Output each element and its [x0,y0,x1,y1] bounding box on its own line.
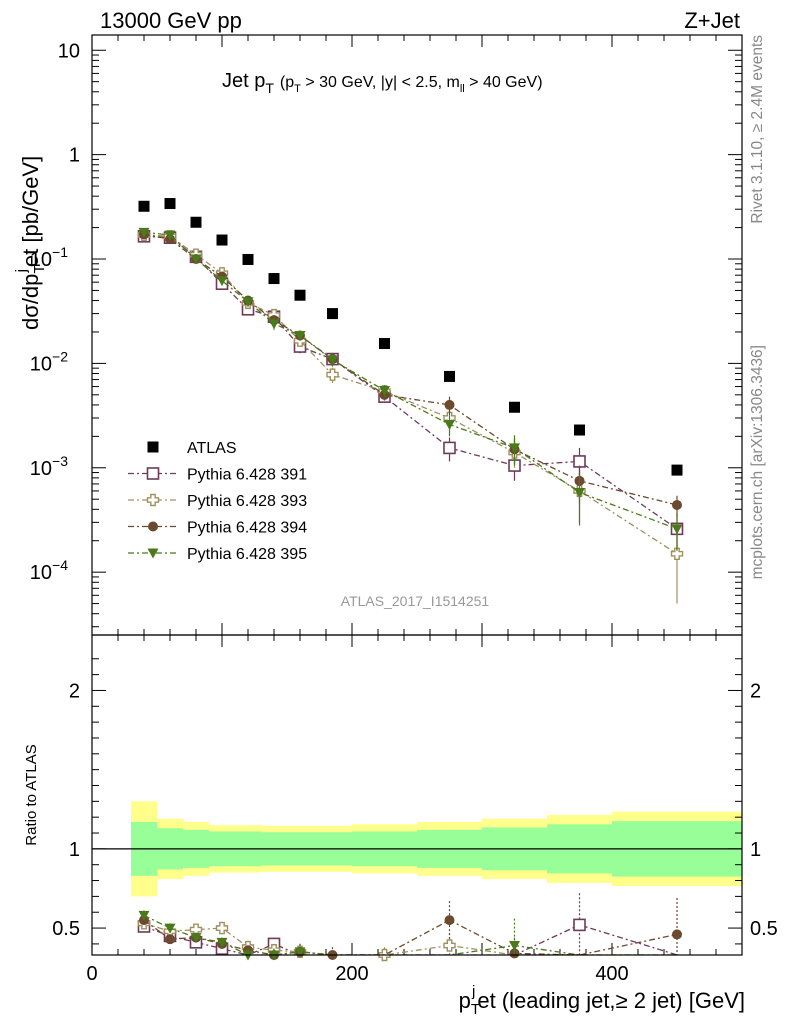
series-4-ratio-point [509,940,520,951]
series-3-ratio-point [444,915,455,926]
ratio-tick-label-right: 2 [750,680,761,702]
series-4-point [327,355,338,366]
series-3-ratio-point [509,948,520,959]
legend-marker [146,493,160,507]
x-tick-label: 200 [335,963,368,985]
atlas-data-point [327,308,338,320]
y-tick-label: 10−3 [30,453,68,480]
main-series-layer [137,198,684,604]
x-axis-label: pTjet (leading jet,≥ 2 jet) [GeV] [459,983,745,1018]
y-tick-label: 10−2 [30,348,68,375]
uncertainty-bands [92,801,742,897]
series-3-ratio-point [165,934,175,945]
series-1-point [443,441,456,455]
atlas-data-point [444,370,455,382]
x-tick-label: 0 [86,963,97,985]
series-4-point [190,254,202,265]
series-2-ratio-point [443,939,456,952]
atlas-data-point [509,401,520,413]
ratio-tick-label: 2 [69,680,80,702]
legend-label: ATLAS [187,440,237,457]
series-4-ratio-point [138,910,150,921]
y-tick-label: 1 [69,145,80,167]
y-tick-label: 10−1 [30,244,68,271]
atlas-data-point [574,424,585,436]
ratio-tick-label: 0.5 [52,918,80,940]
series-2-point [326,368,339,381]
series-4-ratio-point [294,947,306,958]
ratio-frame [91,634,743,956]
atlas-data-point [379,338,390,350]
series-4-point [242,297,254,308]
legend-label: Pythia 6.428 395 [187,546,307,563]
y-axis-label: dσ/dpTjet [pb/GeV] [13,156,48,330]
legend-label: Pythia 6.428 391 [187,467,307,484]
series-4-ratio-point [190,933,202,944]
atlas-data-point [216,234,228,246]
x-tick-label: 400 [595,963,628,985]
atlas-data-point [268,273,280,285]
series-4-ratio-point [164,923,176,934]
y-tick-label: 10 [58,40,80,62]
ratio-tick-label-right: 0.5 [750,918,778,940]
legend-marker [148,521,158,532]
atlas-data-point [671,464,683,476]
series-4-point [574,487,585,498]
series-4-point [444,419,455,430]
series-2-point [670,547,684,560]
ratio-panel: 0 200 400 0.5 0.5 1 1 2 2 Ratio to ATLAS [23,634,778,985]
rivet-label: Rivet 3.1.10, ≥ 2.4M events [749,35,766,224]
series-1-point [573,455,586,468]
legend-label: Pythia 6.428 394 [187,520,307,537]
main-axis-ticks: 10 1 10−1 10−2 10−3 10−4 [30,35,743,635]
series-3-ratio-point [672,929,682,940]
legend: ATLAS Pythia 6.428 391 Pythia 6.428 393 Pyt… [128,440,307,563]
legend-marker [147,441,159,453]
analysis-watermark: ATLAS_2017_I1514251 [341,593,490,609]
series-4-point [164,230,176,241]
series-4-ratio-point [216,937,228,948]
ratio-y-axis-label: Ratio to ATLAS [23,744,40,845]
series-4-point [671,524,683,535]
y-tick-label: 10−4 [30,557,68,584]
mcplots-label: mcplots.cern.ch [arXiv:1306.3436] [749,345,766,579]
series-4-point [509,443,520,454]
ratio-tick-label-right: 1 [750,839,761,861]
legend-marker [147,548,159,559]
atlas-data-point [190,216,202,228]
series-4-point [294,331,306,342]
series-2-ratio-point [215,921,229,935]
ratio-tick-label: 1 [69,839,80,861]
atlas-data-point [242,253,254,265]
energy-label: 13000 GeV pp [100,8,242,33]
atlas-data-point [138,200,150,212]
atlas-data-point [164,198,176,210]
series-4-point [216,276,228,287]
legend-label: Pythia 6.428 393 [187,493,307,510]
series-4-point [138,227,150,238]
plot-title: Jet pT (pT > 30 GeV, |y| < 2.5, mll > 40 … [222,70,543,96]
series-1-ratio-point [573,918,586,932]
series-4-point [268,319,280,330]
ratio-series-layer [137,893,682,962]
legend-marker [146,467,160,480]
atlas-data-point [294,289,306,301]
process-label: Z+Jet [684,8,740,33]
series-3-point [444,399,455,410]
series-3-point [672,499,682,510]
series-4-point [379,385,390,396]
ratio-axis-ticks: 0 200 400 0.5 0.5 1 1 2 2 [52,635,778,985]
